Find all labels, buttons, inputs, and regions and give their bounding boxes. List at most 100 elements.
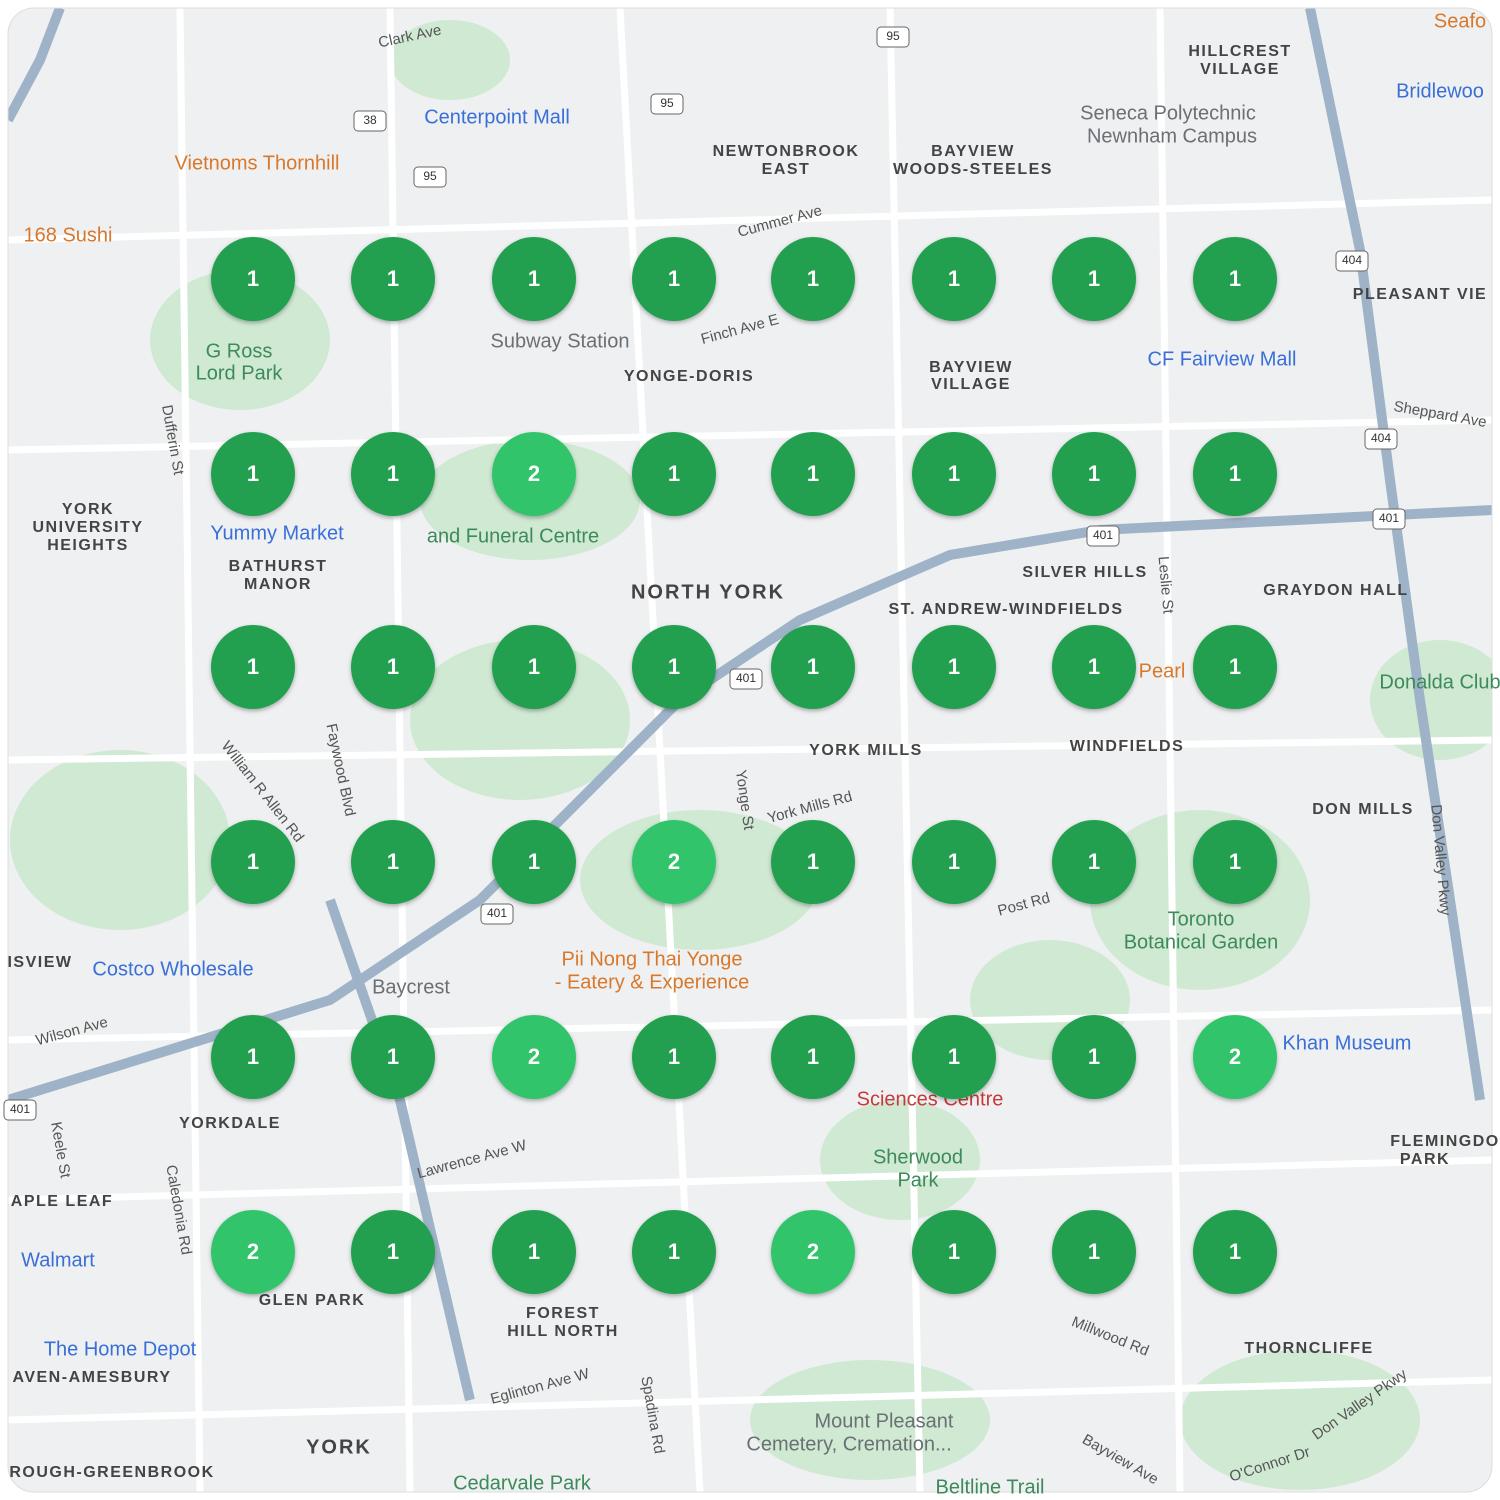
cluster-marker[interactable]: 1 <box>632 432 716 516</box>
cluster-circle[interactable] <box>1193 1015 1277 1099</box>
cluster-marker[interactable]: 1 <box>771 625 855 709</box>
cluster-marker[interactable]: 1 <box>492 237 576 321</box>
cluster-circle[interactable] <box>912 237 996 321</box>
cluster-circle[interactable] <box>492 432 576 516</box>
cluster-circle[interactable] <box>211 625 295 709</box>
cluster-marker[interactable]: 1 <box>912 1210 996 1294</box>
cluster-marker[interactable]: 1 <box>1052 432 1136 516</box>
cluster-circle[interactable] <box>912 432 996 516</box>
cluster-circle[interactable] <box>1193 237 1277 321</box>
map-label: EAST <box>762 161 811 178</box>
cluster-marker[interactable]: 1 <box>912 625 996 709</box>
cluster-circle[interactable] <box>492 237 576 321</box>
cluster-marker[interactable]: 1 <box>771 820 855 904</box>
cluster-circle[interactable] <box>771 1015 855 1099</box>
cluster-marker[interactable]: 1 <box>771 1015 855 1099</box>
cluster-circle[interactable] <box>211 237 295 321</box>
cluster-marker[interactable]: 1 <box>1052 820 1136 904</box>
cluster-marker[interactable]: 1 <box>351 1015 435 1099</box>
cluster-marker[interactable]: 1 <box>771 432 855 516</box>
cluster-marker[interactable]: 1 <box>912 432 996 516</box>
cluster-marker[interactable]: 1 <box>912 1015 996 1099</box>
cluster-marker[interactable]: 2 <box>771 1210 855 1294</box>
cluster-marker[interactable]: 1 <box>1193 432 1277 516</box>
cluster-circle[interactable] <box>632 1210 716 1294</box>
cluster-circle[interactable] <box>912 1015 996 1099</box>
cluster-marker[interactable]: 1 <box>351 237 435 321</box>
cluster-circle[interactable] <box>211 1210 295 1294</box>
cluster-circle[interactable] <box>351 1210 435 1294</box>
cluster-circle[interactable] <box>771 625 855 709</box>
cluster-marker[interactable]: 1 <box>632 1210 716 1294</box>
cluster-circle[interactable] <box>1052 237 1136 321</box>
cluster-marker[interactable]: 1 <box>1193 820 1277 904</box>
cluster-circle[interactable] <box>351 432 435 516</box>
map-label: HILLCREST <box>1188 43 1291 60</box>
cluster-circle[interactable] <box>771 820 855 904</box>
cluster-circle[interactable] <box>771 432 855 516</box>
cluster-circle[interactable] <box>632 625 716 709</box>
cluster-marker[interactable]: 1 <box>771 237 855 321</box>
cluster-circle[interactable] <box>632 1015 716 1099</box>
cluster-circle[interactable] <box>1052 1210 1136 1294</box>
cluster-circle[interactable] <box>771 237 855 321</box>
cluster-circle[interactable] <box>912 625 996 709</box>
cluster-circle[interactable] <box>771 1210 855 1294</box>
cluster-marker[interactable]: 1 <box>1193 625 1277 709</box>
cluster-marker[interactable]: 1 <box>912 237 996 321</box>
cluster-circle[interactable] <box>211 432 295 516</box>
cluster-marker[interactable]: 1 <box>492 1210 576 1294</box>
cluster-circle[interactable] <box>632 237 716 321</box>
cluster-marker[interactable]: 1 <box>211 237 295 321</box>
cluster-marker[interactable]: 1 <box>1052 1015 1136 1099</box>
cluster-circle[interactable] <box>1193 1210 1277 1294</box>
cluster-marker[interactable]: 1 <box>351 432 435 516</box>
cluster-circle[interactable] <box>1193 820 1277 904</box>
cluster-circle[interactable] <box>211 1015 295 1099</box>
cluster-marker[interactable]: 1 <box>1052 625 1136 709</box>
cluster-marker[interactable]: 1 <box>351 820 435 904</box>
cluster-circle[interactable] <box>211 820 295 904</box>
cluster-marker[interactable]: 1 <box>211 432 295 516</box>
cluster-marker[interactable]: 1 <box>912 820 996 904</box>
cluster-marker[interactable]: 1 <box>492 625 576 709</box>
cluster-marker[interactable]: 1 <box>1052 237 1136 321</box>
cluster-marker[interactable]: 1 <box>351 625 435 709</box>
cluster-marker[interactable]: 1 <box>1052 1210 1136 1294</box>
cluster-marker[interactable]: 1 <box>632 625 716 709</box>
cluster-circle[interactable] <box>351 1015 435 1099</box>
cluster-marker[interactable]: 1 <box>211 625 295 709</box>
cluster-circle[interactable] <box>1052 820 1136 904</box>
cluster-marker[interactable]: 2 <box>492 432 576 516</box>
cluster-marker[interactable]: 1 <box>1193 1210 1277 1294</box>
cluster-circle[interactable] <box>492 1210 576 1294</box>
cluster-count: 1 <box>668 266 680 291</box>
cluster-marker[interactable]: 1 <box>492 820 576 904</box>
cluster-marker[interactable]: 1 <box>632 237 716 321</box>
cluster-circle[interactable] <box>1052 432 1136 516</box>
cluster-circle[interactable] <box>632 820 716 904</box>
cluster-count: 1 <box>807 1044 819 1069</box>
cluster-marker[interactable]: 2 <box>211 1210 295 1294</box>
cluster-circle[interactable] <box>912 820 996 904</box>
cluster-marker[interactable]: 2 <box>1193 1015 1277 1099</box>
cluster-circle[interactable] <box>1193 432 1277 516</box>
cluster-circle[interactable] <box>492 1015 576 1099</box>
cluster-marker[interactable]: 1 <box>632 1015 716 1099</box>
cluster-circle[interactable] <box>1052 1015 1136 1099</box>
cluster-marker[interactable]: 2 <box>492 1015 576 1099</box>
cluster-marker[interactable]: 2 <box>632 820 716 904</box>
cluster-circle[interactable] <box>351 237 435 321</box>
cluster-circle[interactable] <box>492 625 576 709</box>
cluster-marker[interactable]: 1 <box>211 820 295 904</box>
cluster-circle[interactable] <box>632 432 716 516</box>
cluster-circle[interactable] <box>1052 625 1136 709</box>
cluster-circle[interactable] <box>492 820 576 904</box>
cluster-circle[interactable] <box>351 820 435 904</box>
cluster-marker[interactable]: 1 <box>351 1210 435 1294</box>
cluster-circle[interactable] <box>912 1210 996 1294</box>
cluster-circle[interactable] <box>1193 625 1277 709</box>
cluster-marker[interactable]: 1 <box>211 1015 295 1099</box>
cluster-circle[interactable] <box>351 625 435 709</box>
cluster-marker[interactable]: 1 <box>1193 237 1277 321</box>
